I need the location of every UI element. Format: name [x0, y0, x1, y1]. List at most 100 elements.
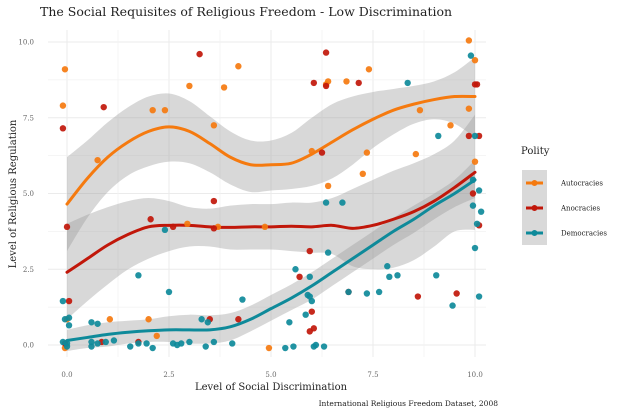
democracies-point	[475, 293, 483, 300]
anocracies-point	[310, 79, 318, 87]
smooth-lines	[65, 94, 477, 342]
anocracies-point	[235, 316, 242, 323]
democracies-point	[204, 319, 211, 326]
democracies-point	[475, 187, 483, 194]
anocracies-point	[169, 223, 177, 231]
autocracies-point	[59, 102, 67, 109]
democracies-point	[186, 338, 193, 346]
autocracies-point	[465, 37, 473, 44]
democracies-point	[394, 272, 401, 279]
x-tick-label: 7.5	[367, 371, 378, 379]
democracies-point	[59, 297, 67, 305]
autocracies-point	[61, 66, 69, 73]
democracies-point	[320, 343, 328, 350]
democracies-point	[88, 319, 95, 326]
anocracies-point	[310, 325, 318, 332]
anocracies-point	[63, 223, 71, 231]
democracies-point	[345, 288, 352, 296]
democracies-point	[63, 340, 71, 347]
autocracies-point	[359, 170, 366, 178]
democracies-point	[165, 288, 173, 296]
x-tick-label: 0.0	[61, 371, 72, 379]
y-tick-label: 2.5	[23, 266, 34, 274]
democracies-point	[386, 273, 393, 281]
autocracies-point	[186, 82, 193, 90]
autocracies-point	[365, 66, 373, 73]
democracies-point	[469, 202, 477, 209]
democracies-point	[433, 272, 440, 279]
anocracies-point	[147, 216, 154, 223]
caption: International Religious Freedom Dataset,…	[319, 399, 499, 408]
anocracies-point	[453, 290, 460, 297]
legend-title: Polity	[521, 146, 550, 157]
autocracies-point	[261, 223, 269, 231]
democracies-smooth-line	[65, 178, 477, 342]
anocracies-point	[210, 225, 218, 232]
democracies-point	[292, 266, 299, 273]
democracies-point	[306, 273, 313, 281]
y-tick-label: 5.0	[23, 190, 34, 198]
autocracies-point	[94, 156, 101, 164]
autocracies-point	[412, 150, 420, 158]
democracies-point	[302, 311, 309, 318]
democracies-point	[471, 132, 479, 140]
y-tick-label: 0.0	[23, 342, 34, 350]
autocracies-point	[153, 332, 160, 340]
democracies-point	[202, 343, 209, 350]
democracies-point	[135, 340, 142, 347]
democracies-point	[65, 314, 73, 321]
anocracies-point	[306, 247, 313, 255]
autocracies-point	[471, 158, 479, 165]
democracies-point	[471, 244, 479, 252]
autocracies-point	[471, 56, 479, 64]
autocracies-smooth-line	[65, 94, 477, 206]
democracies-point	[339, 199, 346, 206]
autocracies-point	[210, 122, 218, 129]
x-tick-label: 2.5	[163, 371, 174, 379]
anocracies-point	[322, 49, 330, 56]
democracies-point	[127, 343, 134, 350]
autocracies-point	[145, 316, 152, 323]
anocracies-point	[318, 149, 326, 156]
democracies-point	[467, 52, 475, 59]
autocracies-point	[161, 106, 169, 114]
democracies-point	[229, 340, 236, 347]
anocracies-point	[465, 132, 473, 140]
democracies-point	[375, 288, 383, 296]
anocracies-confidence-band	[67, 114, 475, 320]
democracies-point	[210, 338, 218, 346]
democracies-point	[290, 343, 297, 350]
anocracies-point	[355, 79, 362, 87]
anocracies-point	[100, 103, 107, 111]
autocracies-point	[265, 344, 273, 352]
autocracies-point	[106, 316, 114, 323]
democracies-point	[469, 176, 477, 184]
democracies-point	[435, 132, 442, 140]
autocracies-point	[149, 106, 156, 114]
y-axis-label: Level of Religious Regulation	[8, 119, 19, 268]
democracies-point	[384, 263, 391, 270]
anocracies-legend-label: Anocracies	[560, 205, 601, 213]
anocracies-point	[414, 293, 422, 300]
democracies-point	[94, 320, 101, 327]
democracies-point	[404, 79, 411, 87]
x-tick-label: 10.0	[467, 371, 483, 379]
anocracies-smooth-line	[65, 170, 477, 274]
anocracies-point	[59, 125, 67, 132]
autocracies-point	[447, 122, 454, 129]
legend: Polity Autocracies Anocracies Democracies	[521, 146, 607, 245]
democracies-point	[324, 249, 332, 256]
democracies-point	[94, 340, 101, 347]
y-tick-label: 7.5	[23, 114, 34, 122]
democracies-point	[286, 319, 293, 326]
democracies-point	[149, 344, 156, 352]
autocracies-point	[343, 78, 350, 85]
democracies-point	[198, 316, 205, 323]
x-axis-label: Level of Social Discrimination	[195, 382, 348, 393]
autocracies-confidence-band	[67, 57, 475, 252]
confidence-bands	[67, 57, 475, 352]
autocracies-point	[235, 63, 242, 70]
democracies-point	[449, 302, 456, 309]
grid	[48, 30, 486, 357]
